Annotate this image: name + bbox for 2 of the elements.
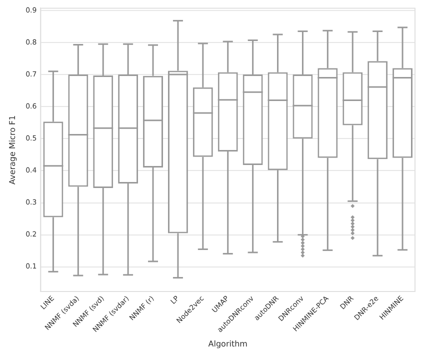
y-axis-title: Average Micro F1	[8, 115, 17, 184]
x-axis-title: Algorithm	[208, 339, 248, 348]
